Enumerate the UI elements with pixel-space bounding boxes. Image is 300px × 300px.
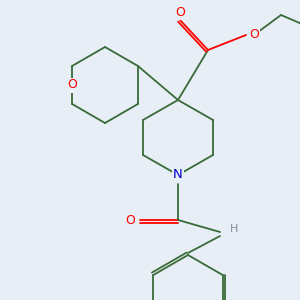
Text: O: O — [249, 28, 259, 41]
Text: O: O — [175, 5, 185, 19]
Text: O: O — [125, 214, 135, 226]
Text: O: O — [67, 79, 77, 92]
Text: N: N — [173, 169, 183, 182]
Text: H: H — [230, 224, 238, 234]
